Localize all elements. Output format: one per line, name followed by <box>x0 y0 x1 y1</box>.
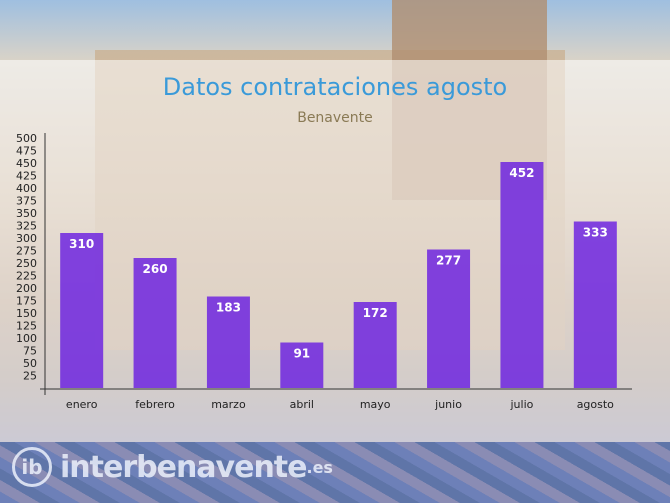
y-tick-label: 350 <box>16 207 37 220</box>
data-label: 310 <box>69 237 94 251</box>
bar-febrero <box>133 258 177 388</box>
y-tick-label: 75 <box>23 345 37 358</box>
bar-enero <box>60 233 104 388</box>
bar-julio <box>500 162 544 388</box>
bar-junio <box>427 249 471 388</box>
y-tick-label: 400 <box>16 182 37 195</box>
watermark-logo: ib interbenavente .es <box>12 442 333 492</box>
x-tick-label: junio <box>434 398 462 411</box>
data-label: 277 <box>436 254 461 268</box>
data-label: 452 <box>509 166 534 180</box>
y-tick-label: 450 <box>16 157 37 170</box>
y-tick-label: 375 <box>16 195 37 208</box>
data-label: 333 <box>583 226 608 240</box>
x-tick-label: agosto <box>577 398 614 411</box>
y-tick-label: 500 <box>16 132 37 145</box>
y-tick-label: 100 <box>16 332 37 345</box>
logo-mark: ib <box>12 447 52 487</box>
y-tick-label: 325 <box>16 220 37 233</box>
bar-marzo <box>206 296 250 388</box>
y-tick-label: 200 <box>16 282 37 295</box>
data-label: 260 <box>143 262 168 276</box>
y-tick-label: 125 <box>16 320 37 333</box>
logo-text: interbenavente <box>60 449 307 485</box>
y-tick-label: 300 <box>16 232 37 245</box>
background-floor <box>0 442 670 503</box>
chart-subtitle: Benavente <box>297 110 373 126</box>
chart-overlay <box>0 60 670 442</box>
bar-abril <box>280 342 324 388</box>
chart-title: Datos contrataciones agosto <box>163 73 507 101</box>
y-tick-label: 250 <box>16 257 37 270</box>
data-label: 183 <box>216 301 241 315</box>
x-tick-label: mayo <box>360 398 391 411</box>
bar-agosto <box>573 221 617 388</box>
x-tick-label: febrero <box>135 398 175 411</box>
x-tick-label: julio <box>510 398 534 411</box>
y-tick-label: 50 <box>23 357 37 370</box>
bar-mayo <box>353 302 397 388</box>
data-label: 91 <box>293 347 310 361</box>
y-tick-label: 25 <box>23 370 37 383</box>
y-tick-label: 475 <box>16 145 37 158</box>
x-tick-label: abril <box>290 398 314 411</box>
y-tick-label: 225 <box>16 270 37 283</box>
x-tick-label: enero <box>66 398 98 411</box>
logo-tld: .es <box>306 457 333 477</box>
y-tick-label: 275 <box>16 245 37 258</box>
y-tick-label: 175 <box>16 295 37 308</box>
data-label: 172 <box>363 306 388 320</box>
x-tick-label: marzo <box>211 398 246 411</box>
y-tick-label: 150 <box>16 307 37 320</box>
y-tick-label: 425 <box>16 170 37 183</box>
